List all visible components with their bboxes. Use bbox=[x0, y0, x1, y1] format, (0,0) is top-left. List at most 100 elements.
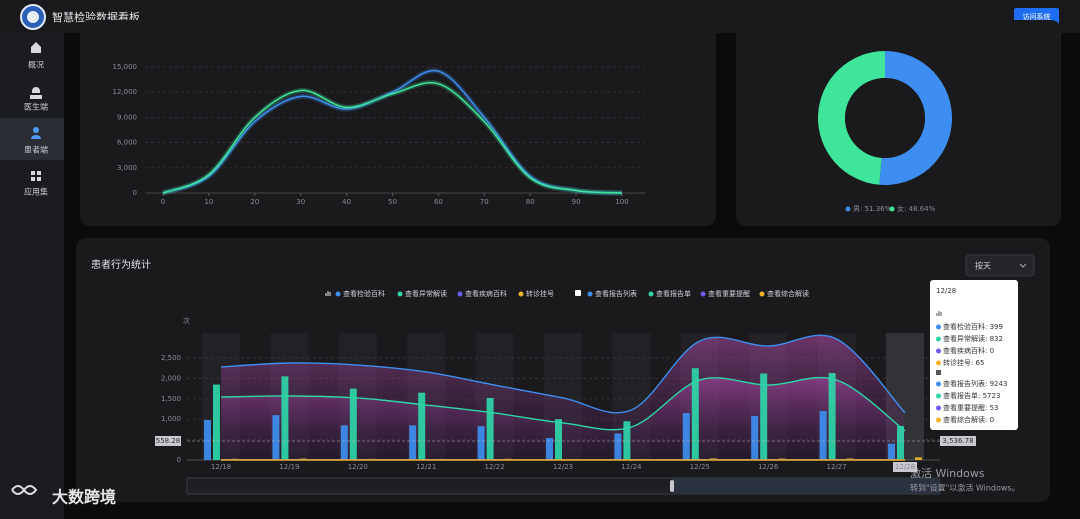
bar bbox=[486, 397, 494, 460]
x-tick-label: 12/18 bbox=[211, 463, 231, 471]
legend-label: 女: 48.64% bbox=[897, 204, 936, 213]
legend-label: 查看报告单 bbox=[656, 289, 691, 298]
legend-marker bbox=[648, 291, 654, 297]
bar bbox=[691, 368, 699, 460]
x-tick-label: 80 bbox=[526, 198, 535, 206]
y-tick-label: 1,500 bbox=[161, 395, 181, 403]
legend-marker bbox=[457, 291, 463, 297]
tooltip-group-icon bbox=[936, 370, 941, 375]
y-tick-label: 0 bbox=[133, 189, 137, 197]
series-line bbox=[220, 376, 906, 432]
x-tick-label: 12/28 bbox=[895, 463, 915, 471]
bar bbox=[828, 373, 836, 460]
y-tick-label: 3,000 bbox=[117, 164, 137, 172]
bar bbox=[349, 388, 357, 460]
x-tick-label: 12/20 bbox=[348, 463, 368, 471]
panel-title: 患者行为统计 bbox=[91, 258, 151, 271]
legend-marker bbox=[700, 291, 706, 297]
tooltip-row: 查看异常解读: 832 bbox=[943, 334, 1003, 343]
zoom-handle[interactable] bbox=[670, 480, 674, 492]
bar bbox=[897, 426, 904, 460]
tooltip-marker bbox=[936, 324, 941, 330]
donut-slice bbox=[817, 51, 885, 185]
watermark-logo bbox=[11, 485, 38, 495]
x-tick-label: 12/26 bbox=[758, 463, 779, 471]
pointer-label: 558.28 bbox=[156, 437, 181, 445]
tooltip-marker bbox=[936, 417, 941, 423]
os-notice: 激活 Windows bbox=[910, 466, 985, 480]
y-tick-label: 2,500 bbox=[161, 354, 181, 362]
tooltip-marker bbox=[936, 360, 941, 366]
nav-icon bbox=[31, 135, 41, 139]
bar bbox=[915, 457, 922, 460]
tooltip-row: 查看综合解读: 0 bbox=[943, 415, 994, 424]
x-tick-label: 12/25 bbox=[690, 463, 710, 471]
legend-label: 查看重要提醒 bbox=[708, 289, 750, 298]
x-tick-label: 12/23 bbox=[553, 463, 573, 471]
legend-group-icon[interactable] bbox=[575, 290, 581, 296]
nav-item[interactable]: 医生端 bbox=[24, 102, 48, 112]
legend-marker bbox=[397, 291, 403, 297]
nav-icon bbox=[33, 127, 39, 133]
x-tick-label: 90 bbox=[572, 198, 581, 206]
tooltip-marker bbox=[936, 381, 941, 387]
tooltip-marker bbox=[936, 348, 941, 354]
zoom-window[interactable] bbox=[672, 478, 940, 494]
y-tick-label: 6,000 bbox=[117, 139, 137, 147]
bar bbox=[281, 376, 289, 460]
tooltip-row: 查看报告单: 5723 bbox=[943, 391, 1000, 400]
tooltip-row: 查看检验百科: 399 bbox=[943, 322, 1003, 331]
tooltip-marker bbox=[936, 393, 941, 399]
legend-group-icon[interactable] bbox=[325, 291, 331, 296]
filter-select[interactable] bbox=[965, 254, 1035, 277]
tooltip-row: 转诊挂号: 65 bbox=[943, 358, 985, 367]
bar bbox=[614, 433, 622, 460]
y-tick-label: 15,000 bbox=[113, 63, 138, 71]
line-area bbox=[221, 377, 905, 460]
x-tick-label: 60 bbox=[434, 198, 443, 206]
pointer-label: 3,536.78 bbox=[942, 437, 973, 445]
bar bbox=[819, 411, 827, 460]
legend-label: 查看报告列表 bbox=[595, 289, 637, 298]
x-tick-label: 12/21 bbox=[416, 463, 436, 471]
visit-button-label[interactable]: 访问系统 bbox=[1023, 12, 1051, 21]
charts: 0 3,000 6,000 9,000 12,000 15,000 0 10 20 30 40 50 6… bbox=[113, 51, 1018, 472]
tooltip bbox=[930, 280, 1018, 430]
legend-label: 查看综合解读 bbox=[767, 289, 809, 298]
legend-marker bbox=[845, 206, 851, 212]
legend-marker bbox=[587, 291, 593, 297]
x-tick-label: 12/27 bbox=[827, 463, 847, 471]
bar bbox=[888, 443, 895, 460]
x-tick-label: 40 bbox=[342, 198, 351, 206]
bar bbox=[477, 426, 485, 460]
donut-hole bbox=[845, 78, 925, 158]
series-line bbox=[220, 334, 906, 414]
filter-label[interactable]: 按天 bbox=[975, 261, 991, 271]
bar bbox=[760, 373, 768, 460]
tooltip-marker bbox=[936, 405, 941, 411]
pointer-label-box bbox=[940, 436, 976, 446]
x-tick-label: 70 bbox=[480, 198, 489, 206]
panel bbox=[80, 20, 716, 226]
x-tick-label: 12/24 bbox=[621, 463, 642, 471]
legend-marker bbox=[518, 291, 524, 297]
legend-marker bbox=[335, 291, 341, 297]
tooltip-row: 查看重要提醒: 53 bbox=[943, 403, 999, 412]
bar bbox=[272, 415, 280, 460]
nav-icon bbox=[31, 42, 41, 53]
y-tick-label: 9,000 bbox=[117, 113, 137, 121]
nav-item[interactable]: 概况 bbox=[28, 60, 44, 70]
x-tick-label: 12/19 bbox=[279, 463, 299, 471]
x-tick-label: 50 bbox=[388, 198, 397, 206]
y-tick-label: 12,000 bbox=[113, 88, 138, 96]
legend-label: 查看疾病百科 bbox=[465, 289, 507, 298]
nav-item[interactable]: 患者端 bbox=[24, 145, 48, 155]
bar bbox=[340, 425, 348, 460]
bar bbox=[751, 415, 759, 460]
y-tick-label: 0 bbox=[177, 456, 181, 464]
sidebar bbox=[0, 33, 64, 519]
nav-item[interactable]: 应用集 bbox=[24, 187, 48, 197]
x-tick-label: 0 bbox=[161, 198, 165, 206]
legend-label: 转诊挂号 bbox=[526, 289, 554, 298]
